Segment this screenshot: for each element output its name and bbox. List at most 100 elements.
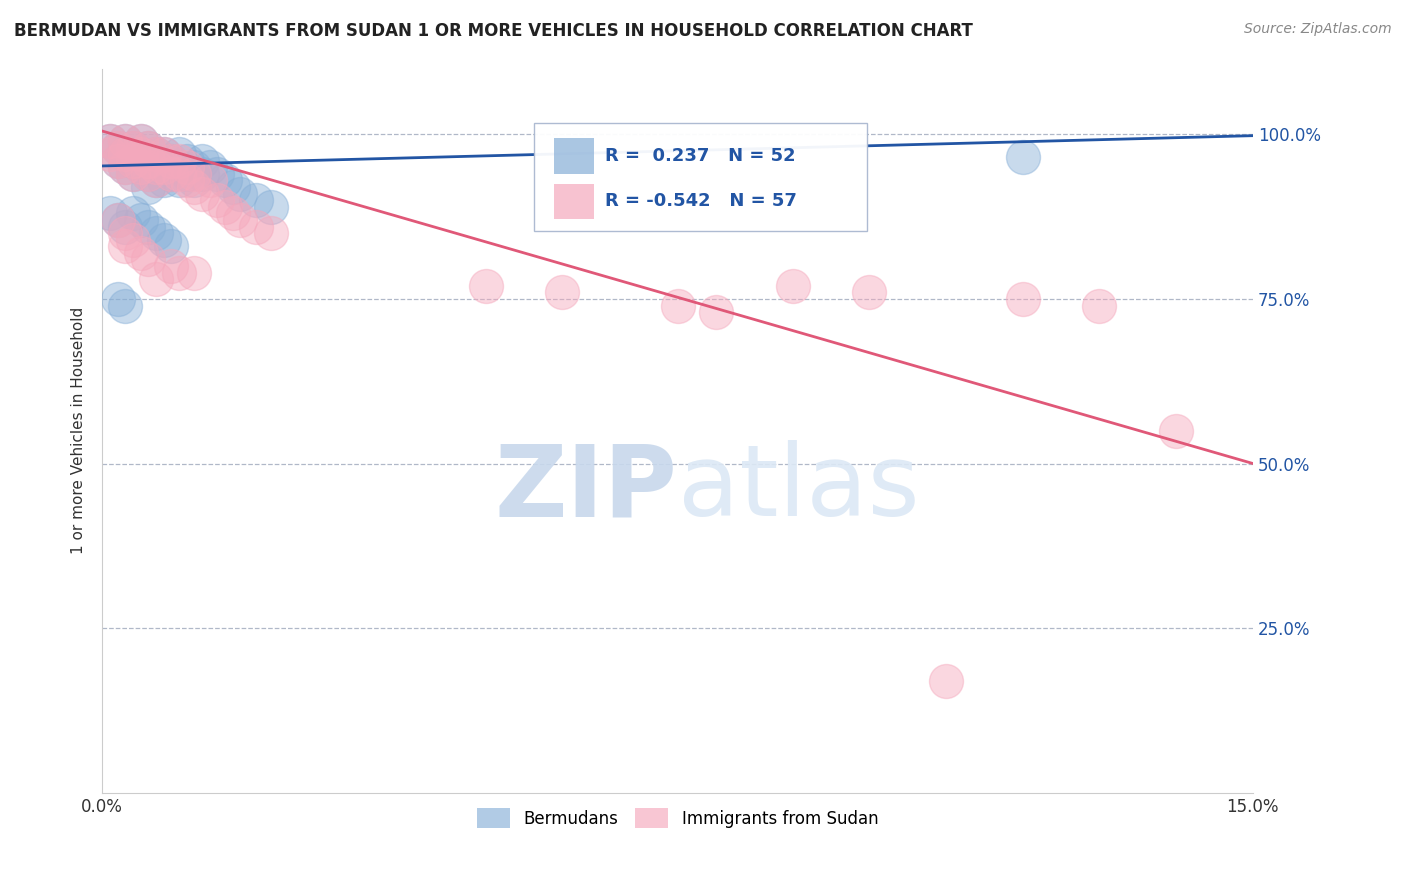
Point — [198, 161, 221, 175]
Point — [107, 153, 129, 168]
Point — [183, 180, 205, 194]
Point — [704, 305, 727, 319]
Point — [145, 272, 167, 286]
Point — [129, 213, 152, 227]
Text: atlas: atlas — [678, 440, 920, 537]
Point — [122, 233, 145, 247]
Point — [114, 298, 136, 312]
Point — [129, 134, 152, 148]
Point — [167, 161, 190, 175]
Point — [107, 292, 129, 306]
Point — [935, 673, 957, 688]
Point — [145, 147, 167, 161]
Point — [551, 285, 574, 300]
Point — [160, 259, 183, 273]
Point — [145, 147, 167, 161]
Point — [160, 167, 183, 181]
Point — [1088, 298, 1111, 312]
Point — [1011, 150, 1033, 164]
Point — [107, 140, 129, 154]
Point — [122, 167, 145, 181]
Point — [136, 252, 159, 267]
Point — [666, 298, 689, 312]
Point — [107, 213, 129, 227]
Point — [782, 278, 804, 293]
Point — [145, 161, 167, 175]
Point — [122, 140, 145, 154]
Point — [183, 266, 205, 280]
Point — [167, 153, 190, 168]
Point — [183, 167, 205, 181]
Point — [167, 147, 190, 161]
Point — [858, 285, 880, 300]
Point — [160, 239, 183, 253]
FancyBboxPatch shape — [534, 123, 868, 231]
Point — [214, 173, 236, 187]
Text: R =  0.237   N = 52: R = 0.237 N = 52 — [605, 147, 796, 165]
Text: R = -0.542   N = 57: R = -0.542 N = 57 — [605, 193, 797, 211]
Point — [176, 161, 198, 175]
Point — [122, 206, 145, 220]
Point — [129, 161, 152, 175]
Point — [198, 173, 221, 187]
Point — [136, 180, 159, 194]
Point — [183, 173, 205, 187]
Point — [136, 140, 159, 154]
Point — [98, 134, 121, 148]
Point — [245, 193, 267, 207]
Point — [152, 173, 174, 187]
Point — [221, 180, 243, 194]
Text: BERMUDAN VS IMMIGRANTS FROM SUDAN 1 OR MORE VEHICLES IN HOUSEHOLD CORRELATION CH: BERMUDAN VS IMMIGRANTS FROM SUDAN 1 OR M… — [14, 22, 973, 40]
Point — [129, 245, 152, 260]
Point — [167, 173, 190, 187]
Point — [152, 147, 174, 161]
Point — [122, 167, 145, 181]
Point — [114, 134, 136, 148]
Point — [145, 173, 167, 187]
Point — [191, 186, 214, 201]
Point — [107, 213, 129, 227]
Point — [229, 186, 252, 201]
Point — [136, 153, 159, 168]
Point — [229, 213, 252, 227]
Point — [136, 167, 159, 181]
Point — [136, 140, 159, 154]
Point — [167, 167, 190, 181]
Point — [260, 226, 283, 240]
Point — [207, 193, 229, 207]
Point — [114, 134, 136, 148]
Point — [474, 278, 496, 293]
Point — [107, 140, 129, 154]
Point — [114, 219, 136, 234]
Point — [114, 239, 136, 253]
Point — [245, 219, 267, 234]
Point — [160, 153, 183, 168]
Point — [160, 167, 183, 181]
Point — [122, 153, 145, 168]
Point — [183, 161, 205, 175]
Point — [114, 161, 136, 175]
Point — [98, 206, 121, 220]
Point — [176, 173, 198, 187]
Point — [1166, 424, 1188, 438]
Point — [136, 153, 159, 168]
Point — [221, 206, 243, 220]
Point — [98, 147, 121, 161]
Point — [136, 167, 159, 181]
Point — [176, 167, 198, 181]
Point — [129, 147, 152, 161]
Point — [145, 173, 167, 187]
Point — [207, 167, 229, 181]
Point — [114, 147, 136, 161]
Legend: Bermudans, Immigrants from Sudan: Bermudans, Immigrants from Sudan — [470, 801, 884, 835]
Point — [136, 219, 159, 234]
Point — [152, 161, 174, 175]
Point — [191, 167, 214, 181]
Y-axis label: 1 or more Vehicles in Household: 1 or more Vehicles in Household — [72, 307, 86, 554]
FancyBboxPatch shape — [554, 138, 593, 174]
Point — [145, 161, 167, 175]
Point — [129, 134, 152, 148]
Text: Source: ZipAtlas.com: Source: ZipAtlas.com — [1244, 22, 1392, 37]
Point — [122, 153, 145, 168]
Point — [122, 140, 145, 154]
